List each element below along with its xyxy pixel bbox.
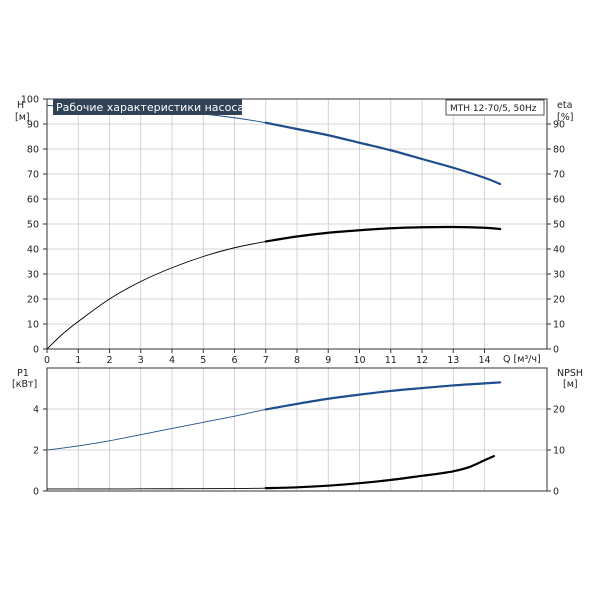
right-tick-label: 90 [553,120,565,131]
right-tick-label: 70 [553,170,565,181]
x-tick-label: 14 [478,355,490,366]
x-tick-label: 6 [231,355,237,366]
model-label: MTH 12-70/5, 50Hz [450,104,537,114]
bottom-grid [46,367,548,492]
right-tick-label: 60 [553,195,565,206]
series-line-npsh [46,455,495,490]
left-tick-label: 40 [27,245,39,256]
right-tick-label: 40 [553,245,565,256]
right-tick-label: 10 [553,320,565,331]
series-line-efficiency [46,226,501,350]
x-tick-label: 12 [416,355,428,366]
x-tick-label: 8 [294,355,300,366]
series-line-power-operating-range [264,381,502,411]
left-tick-label: 2 [33,446,39,457]
right-tick-label: 30 [553,270,565,281]
model-label-box [445,99,545,116]
left-tick-label: 60 [27,195,39,206]
right-tick-label: 80 [553,145,565,156]
x-tick-label: 2 [106,355,112,366]
left-axis-label-bottom: P1 [17,368,29,379]
x-tick-label: 7 [263,355,269,366]
left-tick-label: 0 [33,487,39,498]
bottom-plot-frame [46,367,548,492]
series-line-efficiency-operating-range [264,225,502,243]
left-tick-label: 30 [27,270,39,281]
x-tick-label: 10 [353,355,365,366]
right-axis-unit-top: [%] [557,112,573,123]
left-tick-label: 0 [33,345,39,356]
series-line-power [46,381,501,451]
ticks-layer: 0102030405060708090100010203040506070809… [21,95,565,498]
series-line-head [46,104,501,185]
x-tick-label: 1 [75,355,81,366]
chart-title: Рабочие характеристики насоса [56,101,244,114]
left-axis-label-top: H [17,100,24,111]
title-box [53,99,242,115]
right-tick-label: 0 [553,487,559,498]
right-tick-label: 20 [553,295,565,306]
left-tick-label: 90 [27,120,39,131]
right-tick-label: 0 [553,345,559,356]
left-tick-label: 50 [27,220,39,231]
x-tick-label: 0 [44,355,50,366]
x-tick-label: 9 [325,355,331,366]
left-axis-unit-bottom: [кВт] [12,379,37,390]
x-tick-label: 3 [138,355,144,366]
right-axis-unit-bottom: [м] [563,379,578,390]
left-tick-label: 20 [27,295,39,306]
x-tick-label: 5 [200,355,206,366]
series-line-npsh-operating-range [264,455,495,490]
right-tick-label: 20 [553,405,565,416]
left-tick-label: 80 [27,145,39,156]
x-axis-label: Q [м³/ч] [503,354,541,365]
left-axis-unit-top: [м] [15,112,30,123]
x-tick-label: 13 [447,355,459,366]
right-tick-label: 10 [553,446,565,457]
top-grid [46,98,548,350]
left-tick-label: 4 [33,405,39,416]
left-tick-label: 70 [27,170,39,181]
left-tick-label: 10 [27,320,39,331]
series-line-head-operating-range [264,121,502,186]
left-tick-label: 100 [21,95,39,106]
x-tick-label: 4 [169,355,175,366]
right-axis-label-bottom: NPSH [557,368,583,379]
right-axis-label-top: eta [557,100,572,111]
right-tick-label: 50 [553,220,565,231]
series-layer [46,104,502,490]
x-tick-label: 11 [385,355,397,366]
